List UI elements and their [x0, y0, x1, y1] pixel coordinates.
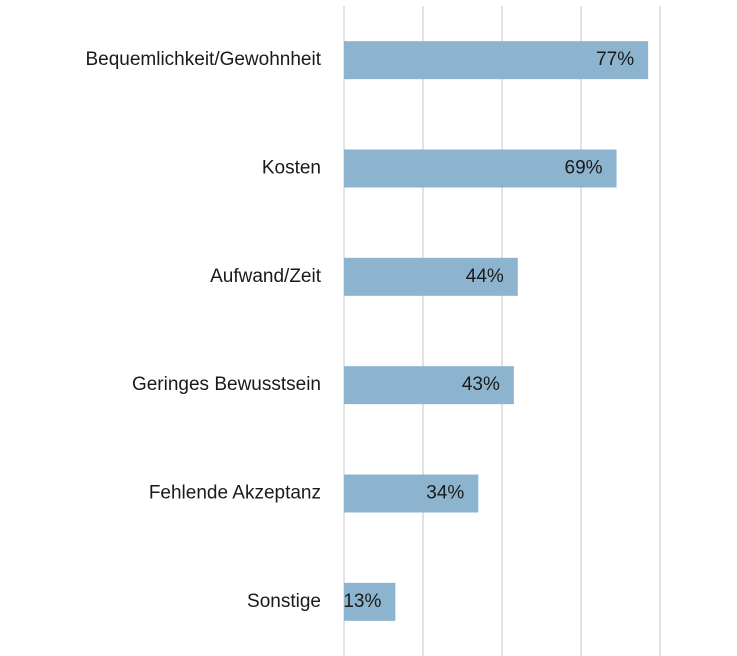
bar	[344, 366, 514, 405]
bar	[344, 41, 649, 80]
y-tick-label: Bequemlichkeit/Gewohnheit	[85, 49, 321, 70]
y-tick-label: Geringes Bewusstsein	[132, 374, 321, 395]
bar	[344, 474, 479, 513]
y-tick-label: Fehlende Akzeptanz	[149, 483, 321, 504]
data-label: 13%	[343, 591, 381, 612]
data-label: 44%	[466, 266, 504, 287]
bar	[344, 149, 617, 188]
y-tick-label: Kosten	[262, 158, 321, 179]
y-tick-label: Sonstige	[247, 591, 321, 612]
data-label: 69%	[565, 158, 603, 179]
data-label: 77%	[596, 49, 634, 70]
data-label: 34%	[426, 483, 464, 504]
data-label: 43%	[462, 374, 500, 395]
bar	[344, 257, 518, 296]
bar	[344, 582, 396, 621]
y-tick-label: Aufwand/Zeit	[210, 266, 322, 287]
